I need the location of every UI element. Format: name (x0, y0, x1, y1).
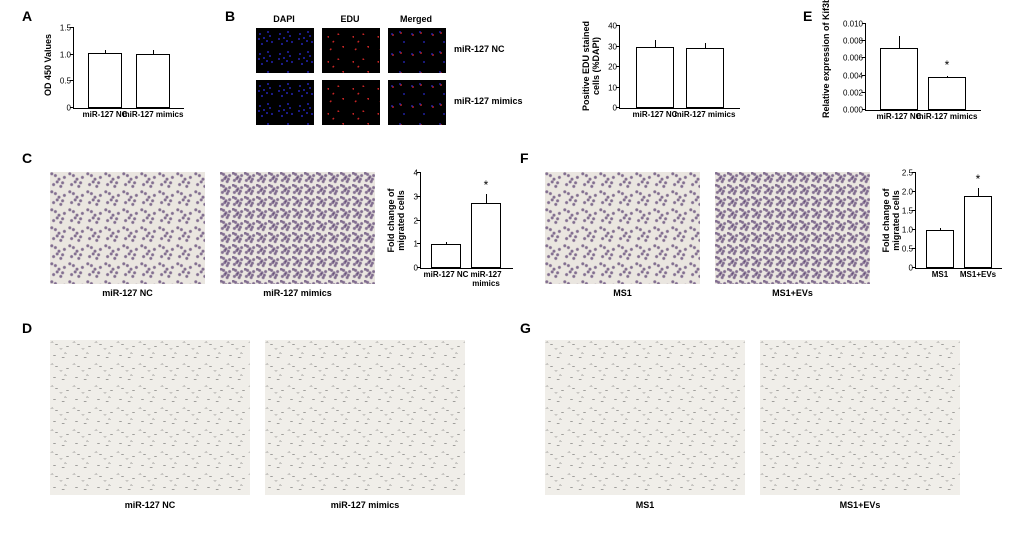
panel-c-bar-mimics (471, 203, 501, 268)
panel-c-bar-nc (431, 244, 461, 268)
panel-label-f: F (520, 150, 529, 166)
panel-a-chart: OD 450 Values 0 0.5 1.0 1.5 miR-127 NC m… (45, 20, 195, 125)
panel-b-ylabel: Positive EDU stained cells (%DAPI) (581, 16, 601, 116)
panel-d-img-mimics (265, 340, 465, 495)
panel-b-row-mimics: miR-127 mimics (454, 96, 523, 106)
panel-d-cap-mimics: miR-127 mimics (265, 500, 465, 510)
panel-f-bar-ms1 (926, 230, 954, 268)
panel-d-cap-nc: miR-127 NC (50, 500, 250, 510)
panel-label-d: D (22, 320, 32, 336)
panel-b-mimics-merged (388, 80, 446, 125)
panel-label-g: G (520, 320, 531, 336)
panel-f-chart: Fold change of migrated cells 0 0.5 1.0 … (885, 165, 1010, 290)
panel-label-c: C (22, 150, 32, 166)
panel-b-xlab-mimics: miR-127 mimics (672, 108, 738, 119)
panel-g-img-ms1 (545, 340, 745, 495)
panel-d-img-nc (50, 340, 250, 495)
panel-b-col-dapi: DAPI (254, 14, 314, 24)
panel-b-row-nc: miR-127 NC (454, 44, 505, 54)
panel-f-xlab-ms1ev: MS1+EVs (953, 268, 1003, 279)
panel-g-cap-ms1: MS1 (545, 500, 745, 510)
panel-a-ylabel: OD 450 Values (43, 20, 53, 110)
panel-b-col-edu: EDU (320, 14, 380, 24)
panel-f-cap-ms1: MS1 (545, 288, 700, 298)
panel-b-nc-merged (388, 28, 446, 73)
panel-b-nc-edu (322, 28, 380, 73)
panel-b-bar-nc (636, 47, 674, 109)
panel-e-ylabel: Relative expression of Kif3b (821, 18, 831, 118)
panel-c-img-nc (50, 172, 205, 284)
panel-c-xlab-mimics: miR-127 mimics (456, 268, 516, 288)
panel-f-bar-ms1ev (964, 196, 992, 268)
panel-b-mimics-dapi (256, 80, 314, 125)
panel-e-sig: * (945, 58, 950, 72)
panel-c-ylabel: Fold change of migrated cells (386, 168, 406, 273)
panel-e-bar-nc (880, 48, 918, 110)
panel-a-bar-mimics (136, 54, 170, 108)
panel-f-cap-ms1ev: MS1+EVs (715, 288, 870, 298)
panel-label-a: A (22, 8, 32, 24)
panel-b-mimics-edu (322, 80, 380, 125)
panel-c-cap-nc: miR-127 NC (50, 288, 205, 298)
panel-e-bar-mimics (928, 77, 966, 110)
panel-f-sig: * (976, 172, 981, 186)
panel-b-col-merged: Merged (386, 14, 446, 24)
panel-label-e: E (803, 8, 812, 24)
panel-b-nc-dapi (256, 28, 314, 73)
panel-c-cap-mimics: miR-127 mimics (220, 288, 375, 298)
panel-c-chart: Fold change of migrated cells 0 1 2 3 4 … (390, 165, 520, 290)
panel-c-sig: * (484, 178, 489, 192)
panel-f-ylabel: Fold change of migrated cells (881, 168, 901, 273)
panel-c-img-mimics (220, 172, 375, 284)
panel-f-img-ms1 (545, 172, 700, 284)
panel-f-img-ms1ev (715, 172, 870, 284)
panel-a-bar-nc (88, 53, 122, 108)
panel-b-bar-mimics (686, 48, 724, 109)
panel-a-xlab-mimics: miR-127 mimics (122, 108, 184, 119)
panel-b-chart: Positive EDU stained cells (%DAPI) 0 10 … (585, 18, 755, 128)
panel-label-b: B (225, 8, 235, 24)
panel-g-img-ms1ev (760, 340, 960, 495)
panel-e-xlab-mimics: miR-127 mimics (914, 110, 980, 121)
figure-root: A B E C F D G OD 450 Values 0 0.5 1.0 1.… (0, 0, 1020, 539)
panel-e-chart: Relative expression of Kif3b 0.000 0.002… (825, 18, 1000, 130)
panel-g-cap-ms1ev: MS1+EVs (760, 500, 960, 510)
